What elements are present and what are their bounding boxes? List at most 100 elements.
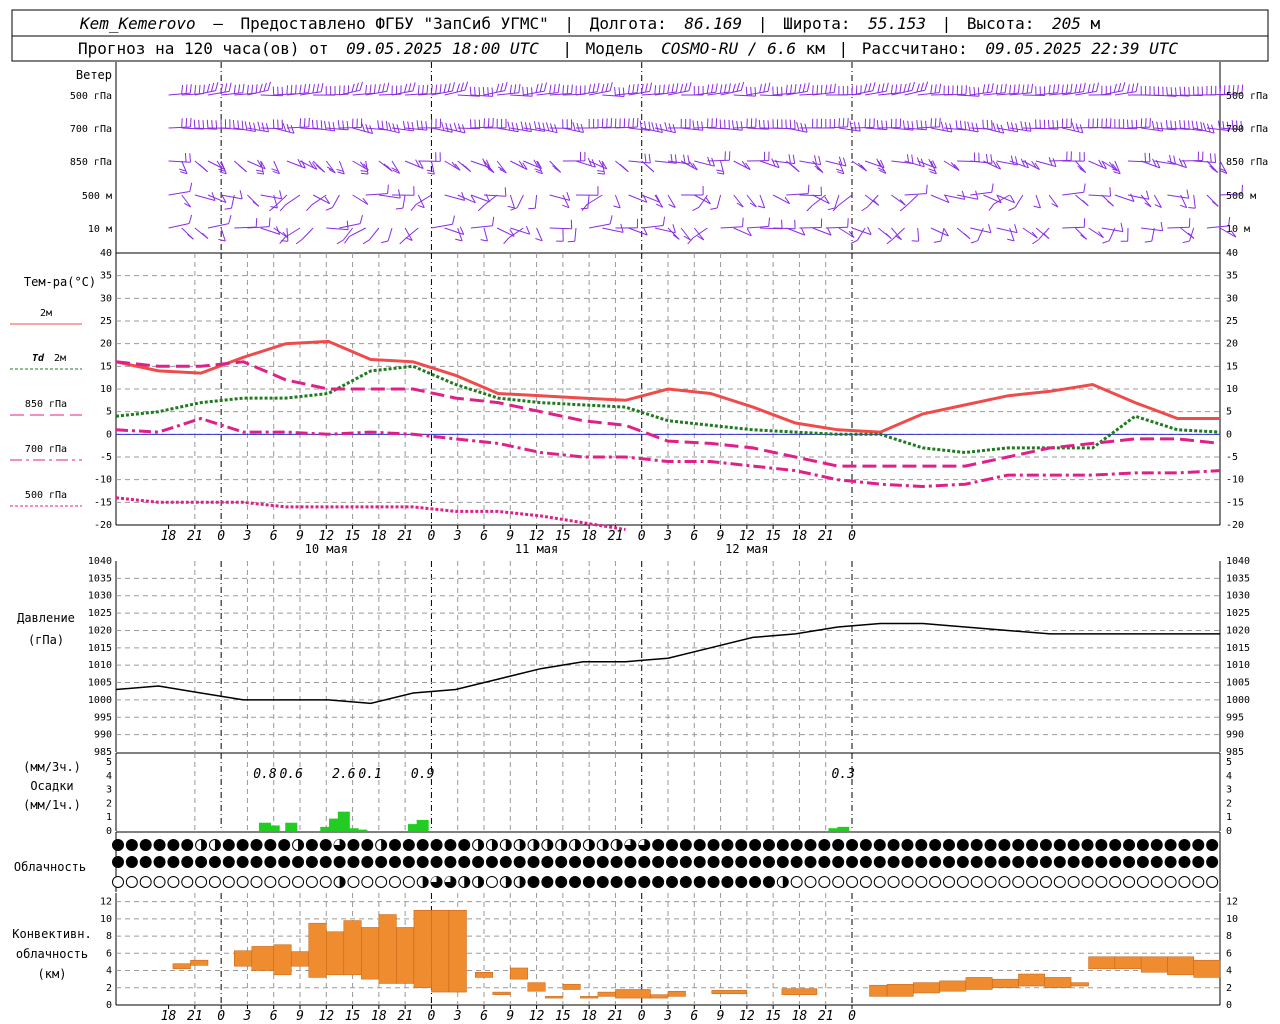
pressure-tick: 1015 [1226, 643, 1250, 654]
cloud-cover-half-fill [519, 839, 526, 851]
wind-barb-flag [724, 151, 731, 161]
wind-barb [220, 227, 226, 242]
cloud-cover-full [901, 839, 914, 851]
station-name: Kem_Kemerovo [79, 14, 196, 33]
wind-barb [1193, 160, 1216, 163]
wind-barb-flag [462, 163, 472, 172]
wind-barb-flag [706, 83, 718, 94]
cloud-cover-full [666, 856, 678, 868]
cloud-cover-full [873, 839, 886, 851]
wind-barb-flag [504, 187, 507, 197]
conv-unit: (км) [38, 967, 67, 981]
wind-barb [352, 160, 369, 171]
pressure-tick: 995 [1226, 712, 1244, 723]
wind-barb [575, 91, 598, 96]
wind-barb-flag [746, 228, 752, 237]
wind-barb [365, 90, 387, 96]
wind-barb [326, 227, 349, 231]
cloud-cover-half-fill [478, 876, 484, 888]
cloud-cover-full [444, 856, 457, 868]
cloud-cover-half-fill [602, 839, 609, 851]
cloud-cover-full [666, 876, 678, 888]
time-tick-label: 15 [555, 529, 571, 544]
wind-barb [799, 160, 821, 166]
wind-barb [326, 93, 349, 96]
precip-tick: 5 [1226, 757, 1232, 768]
header-dash: – [213, 14, 223, 33]
wind-barb [365, 193, 388, 196]
cloud-cover-clear [361, 876, 374, 888]
wind-barb-flag [1033, 205, 1041, 209]
cloud-cover-full [624, 876, 637, 888]
precip-bar [258, 822, 271, 831]
wind-barb [273, 127, 295, 134]
wind-barb [811, 194, 827, 206]
wind-barb-flag [644, 153, 651, 164]
cloud-cover-full [527, 876, 540, 888]
wind-barb [943, 160, 960, 171]
wind-barb-flag [847, 218, 849, 228]
wind-barb-flag [1102, 240, 1110, 244]
temp-tick: -10 [1226, 475, 1244, 486]
cloud-cover-full [859, 839, 872, 851]
wind-barb-flag [1144, 240, 1152, 243]
cloud-cover-full [139, 839, 152, 851]
cloud-cover-half-fill [505, 876, 512, 888]
wind-barb [1180, 94, 1203, 97]
cloud-cover-full [804, 856, 817, 868]
convective-cloud-bar [190, 959, 209, 966]
wind-barb [516, 194, 524, 208]
cloud-cover-clear [1206, 876, 1219, 888]
cloud-cover-full [555, 856, 568, 868]
time-tick-label: 12 [739, 1009, 755, 1024]
wind-barb [904, 89, 926, 96]
wind-barb-flag [609, 215, 613, 225]
wind-barb [891, 194, 906, 206]
wind-barb [457, 227, 463, 242]
wind-barb [431, 127, 453, 133]
wind-barb [365, 160, 369, 175]
cloud-cover-full [638, 876, 651, 888]
cloud-cover-half-fill [339, 876, 346, 888]
cloud-cover-clear [790, 876, 803, 888]
wind-barb-flag [1140, 86, 1151, 95]
wind-barb-flag [985, 153, 993, 164]
wind-barb [444, 160, 461, 171]
cloud-cover-half-fill [422, 876, 429, 888]
cloud-cover-full [569, 856, 582, 868]
wind-barb-flag [601, 82, 613, 93]
pressure-ylabel: Давление [17, 611, 75, 625]
wind-barb [786, 127, 808, 133]
wind-barb-flag [252, 201, 260, 207]
conv-tick: 8 [106, 931, 112, 942]
wind-barb [378, 127, 400, 134]
wind-barb [786, 90, 808, 96]
wind-barb [418, 92, 441, 96]
wind-barb [368, 227, 380, 241]
wind-barb-flag [562, 119, 573, 129]
wind-barb-flag [891, 118, 901, 128]
wind-barb-flag [480, 239, 488, 242]
wind-barb [694, 194, 711, 205]
cloud-cover-clear [402, 876, 415, 888]
wind-barb [940, 227, 945, 242]
wind-barb [470, 126, 493, 129]
wind-barb [1088, 227, 1104, 239]
cloud-cover-full [527, 856, 540, 868]
wind-level-label: 500 м [82, 191, 112, 202]
cloud-cover-full [1109, 839, 1122, 851]
convective-cloud-bar [527, 982, 546, 992]
cloud-cover-full [278, 839, 291, 851]
wind-barb-flag [588, 119, 599, 128]
wind-barb [207, 160, 226, 170]
wind-level-label: 500 м [1226, 191, 1256, 202]
wind-level-label: 10 м [88, 224, 112, 235]
wind-barb [654, 127, 676, 134]
wind-barb-flag [672, 234, 680, 240]
time-tick-label: 15 [765, 529, 781, 544]
wind-barb [891, 89, 913, 96]
precip-unit: (мм/1ч.) [23, 798, 81, 812]
convective-cloud-bar [597, 991, 616, 997]
wind-barb-flag [906, 154, 914, 164]
cloud-cover-full [1012, 839, 1025, 851]
